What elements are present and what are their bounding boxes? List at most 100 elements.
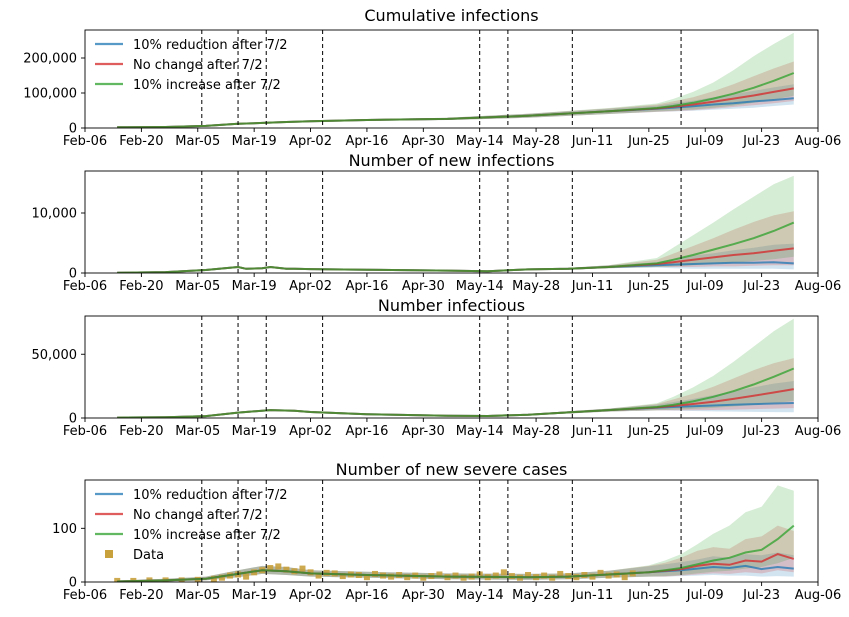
- legend: 10% reduction after 7/2 No change after 7…: [95, 38, 288, 93]
- x-tick-label: May-14: [456, 134, 504, 149]
- x-tick-label: Feb-06: [63, 134, 107, 149]
- panel-title: Cumulative infections: [364, 6, 538, 25]
- x-tick-label: Mar-05: [175, 588, 220, 603]
- data-point: [283, 566, 290, 573]
- legend-label: 10% increase after 7/2: [133, 528, 281, 543]
- x-tick-label: Jun-25: [627, 134, 670, 149]
- legend-label: 10% increase after 7/2: [133, 78, 281, 93]
- x-tick-label: Jun-25: [627, 424, 670, 439]
- x-tick-label: Jul-23: [742, 588, 780, 603]
- x-tick-label: Feb-06: [63, 588, 107, 603]
- x-tick-label: Apr-30: [402, 279, 445, 294]
- legend-swatch: [105, 550, 113, 558]
- panel-title: Number of new severe cases: [336, 460, 568, 479]
- panel-1: Cumulative infections Feb-06 Feb-20 Mar-05 M…: [23, 6, 841, 149]
- data-point: [243, 573, 250, 580]
- x-tick-label: May-28: [512, 134, 560, 149]
- x-tick-label: Apr-02: [289, 424, 332, 439]
- x-tick-label: Feb-20: [119, 134, 163, 149]
- data-point: [339, 573, 346, 580]
- data-point: [363, 574, 370, 581]
- data-point: [114, 577, 121, 582]
- data-point: [525, 572, 532, 579]
- x-tick-label: Apr-02: [289, 279, 332, 294]
- x-tick-label: Mar-19: [232, 424, 277, 439]
- data-point: [130, 577, 137, 582]
- panel-2: Number of new infections Feb-06 Feb-20 Mar-…: [32, 151, 842, 294]
- data-point: [621, 574, 628, 581]
- axes-frame: [84, 315, 819, 419]
- x-tick-label: Apr-30: [402, 588, 445, 603]
- legend-label: 10% reduction after 7/2: [133, 38, 288, 53]
- y-tick-label: 0: [69, 576, 77, 591]
- data-point: [307, 569, 314, 576]
- series-group: [117, 318, 795, 418]
- x-tick-label: Mar-19: [232, 134, 277, 149]
- x-tick-label: Jul-23: [742, 134, 780, 149]
- panel-3: Number infectious Feb-06 Feb-20 Mar-05 Mar-1…: [32, 296, 842, 439]
- data-point: [275, 563, 282, 570]
- data-point: [541, 572, 548, 579]
- x-tick-label: Jul-23: [742, 279, 780, 294]
- y-tick-label: 0: [69, 412, 77, 427]
- x-tick-label: Feb-06: [63, 279, 107, 294]
- series-line: [117, 221, 795, 273]
- x-tick-label: Mar-05: [175, 134, 220, 149]
- x-tick-label: Jun-25: [627, 588, 670, 603]
- x-tick-label: Mar-19: [232, 279, 277, 294]
- x-tick-label: Apr-30: [402, 134, 445, 149]
- series-line: [117, 367, 795, 418]
- panel-title: Number infectious: [378, 296, 525, 315]
- data-point: [557, 570, 564, 577]
- confidence-band: [117, 318, 794, 418]
- series-group: [114, 485, 795, 582]
- data-point: [388, 573, 395, 580]
- x-tick-label: Apr-02: [289, 134, 332, 149]
- data-point: [371, 570, 378, 577]
- data-point: [452, 572, 459, 579]
- x-tick-label: May-28: [512, 279, 560, 294]
- x-tick-label: Apr-16: [345, 134, 388, 149]
- x-tick-label: Mar-05: [175, 279, 220, 294]
- x-tick-label: Aug-06: [795, 134, 842, 149]
- x-tick-label: Mar-05: [175, 424, 220, 439]
- data-point: [605, 572, 612, 579]
- x-tick-label: Apr-30: [402, 424, 445, 439]
- y-tick-label: 0: [69, 267, 77, 282]
- x-tick-label: Jun-11: [571, 279, 614, 294]
- y-tick-label: 0: [69, 122, 77, 137]
- x-tick-label: May-14: [456, 279, 504, 294]
- x-tick-label: Feb-06: [63, 424, 107, 439]
- data-point: [299, 565, 306, 572]
- x-tick-label: Jun-11: [571, 588, 614, 603]
- data-point: [420, 574, 427, 581]
- axes-frame: [84, 479, 819, 583]
- data-point: [404, 574, 411, 581]
- x-tick-label: Jun-11: [571, 424, 614, 439]
- data-point: [597, 569, 604, 576]
- x-tick-label: Aug-06: [795, 588, 842, 603]
- x-tick-label: Jul-09: [686, 134, 724, 149]
- series-line: [117, 524, 795, 582]
- data-point: [436, 571, 443, 578]
- data-point: [315, 572, 322, 579]
- legend-label: 10% reduction after 7/2: [133, 488, 288, 503]
- x-tick-label: Feb-20: [119, 279, 163, 294]
- panel-4: Number of new severe cases Feb-06 Feb-20 Ma…: [52, 460, 841, 603]
- data-point: [218, 574, 225, 581]
- x-tick-label: Jun-25: [627, 279, 670, 294]
- legend: 10% reduction after 7/2 No change after 7…: [95, 488, 288, 563]
- x-tick-label: May-14: [456, 424, 504, 439]
- x-tick-label: Aug-06: [795, 424, 842, 439]
- confidence-band: [117, 175, 794, 273]
- axes-frame: [84, 29, 819, 129]
- y-tick-label: 50,000: [32, 348, 78, 363]
- x-tick-label: Apr-16: [345, 424, 388, 439]
- x-tick-label: May-28: [512, 424, 560, 439]
- x-tick-label: Apr-02: [289, 588, 332, 603]
- data-point: [146, 577, 153, 582]
- x-tick-label: Mar-19: [232, 588, 277, 603]
- x-tick-label: Jul-09: [686, 279, 724, 294]
- legend-label: No change after 7/2: [133, 508, 263, 523]
- x-tick-label: Aug-06: [795, 279, 842, 294]
